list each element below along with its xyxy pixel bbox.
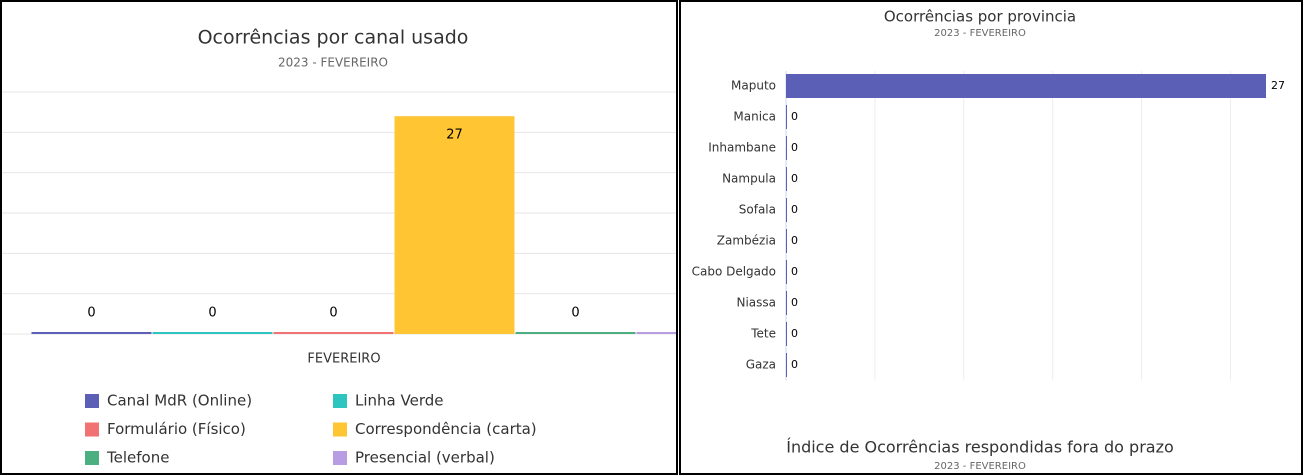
data-label: 0 xyxy=(791,296,798,309)
right-chart: Maputo 27 Manica 0 Inhambane 0 Nampula 0 Sofala 0… xyxy=(692,71,1285,381)
bar xyxy=(786,229,787,253)
legend-swatch xyxy=(85,422,99,437)
y-tick-label: Nampula xyxy=(722,172,776,186)
data-label: 0 xyxy=(208,306,216,321)
data-label: 0 xyxy=(791,265,798,278)
chart-title: Ocorrências por canal usado xyxy=(198,27,469,49)
data-label: 27 xyxy=(1271,79,1285,92)
data-label: 0 xyxy=(791,234,798,247)
data-label: 0 xyxy=(791,110,798,123)
bar xyxy=(786,167,787,191)
chart-subtitle: 2023 - FEVEREIRO xyxy=(934,28,1026,39)
legend-label: Correspondência (carta) xyxy=(355,420,537,438)
legend-label: Canal MdR (Online) xyxy=(107,392,252,410)
bar xyxy=(786,260,787,284)
left-chart: FEVEREIRO0002700 xyxy=(2,91,676,367)
bar xyxy=(786,74,1266,98)
chart-title: Ocorrências por provincia xyxy=(884,8,1076,26)
y-tick-label: Inhambane xyxy=(708,141,776,155)
legend-swatch xyxy=(85,394,99,408)
bar xyxy=(786,322,787,346)
chart-title: Índice de Ocorrências respondidas fora d… xyxy=(786,438,1174,457)
bar xyxy=(786,291,787,315)
bar xyxy=(636,332,676,334)
y-tick-label: Tete xyxy=(750,327,776,341)
bar xyxy=(786,353,787,377)
y-tick-label: Maputo xyxy=(731,79,776,93)
bar xyxy=(786,105,787,129)
data-label: 0 xyxy=(791,203,798,216)
bar xyxy=(152,332,273,334)
legend-swatch xyxy=(333,451,347,465)
data-label: 0 xyxy=(791,327,798,340)
legend-label: Linha Verde xyxy=(355,392,443,410)
legend-swatch xyxy=(85,451,99,465)
data-label: 0 xyxy=(87,306,95,321)
y-tick-label: Zambézia xyxy=(717,234,776,248)
data-label: 0 xyxy=(791,172,798,185)
bar xyxy=(515,332,636,334)
chart-subtitle: 2023 - FEVEREIRO xyxy=(934,461,1026,472)
legend-swatch xyxy=(333,394,347,408)
bar xyxy=(31,332,152,334)
data-label: 0 xyxy=(791,358,798,371)
bar xyxy=(273,332,394,334)
data-label: 0 xyxy=(791,141,798,154)
data-label: 0 xyxy=(571,306,579,321)
data-label: 0 xyxy=(329,306,337,321)
y-tick-label: Manica xyxy=(733,110,776,124)
y-tick-label: Niassa xyxy=(736,296,776,310)
legend-label: Formulário (Físico) xyxy=(107,420,246,438)
x-tick-label: FEVEREIRO xyxy=(307,352,380,367)
y-tick-label: Sofala xyxy=(739,203,776,217)
bar xyxy=(786,136,787,160)
y-tick-label: Cabo Delgado xyxy=(692,265,776,279)
y-tick-label: Gaza xyxy=(746,358,776,372)
bar xyxy=(786,198,787,222)
legend-label: Presencial (verbal) xyxy=(355,449,495,467)
chart-subtitle: 2023 - FEVEREIRO xyxy=(278,56,388,70)
legend-label: Telefone xyxy=(106,449,169,467)
bar xyxy=(394,116,515,334)
legend-swatch xyxy=(333,422,347,437)
data-label: 27 xyxy=(446,128,463,143)
